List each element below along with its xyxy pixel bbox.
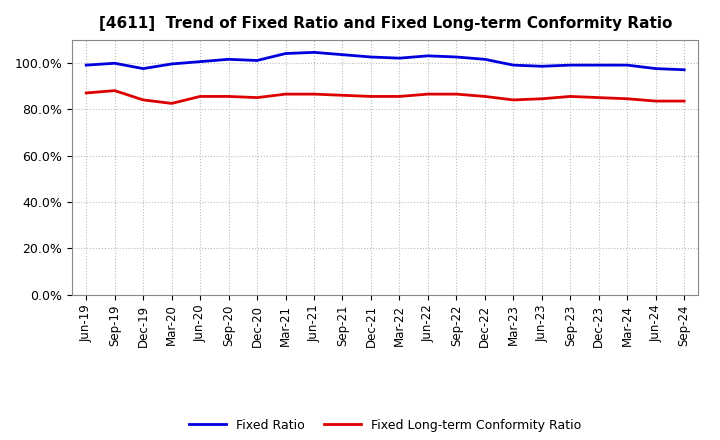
Fixed Long-term Conformity Ratio <box>623 96 631 101</box>
Fixed Ratio <box>452 55 461 60</box>
Fixed Long-term Conformity Ratio <box>282 92 290 97</box>
Fixed Long-term Conformity Ratio <box>139 97 148 103</box>
Fixed Ratio <box>537 64 546 69</box>
Title: [4611]  Trend of Fixed Ratio and Fixed Long-term Conformity Ratio: [4611] Trend of Fixed Ratio and Fixed Lo… <box>99 16 672 32</box>
Fixed Long-term Conformity Ratio <box>82 90 91 95</box>
Fixed Long-term Conformity Ratio <box>595 95 603 100</box>
Line: Fixed Ratio: Fixed Ratio <box>86 52 684 70</box>
Fixed Long-term Conformity Ratio <box>395 94 404 99</box>
Fixed Ratio <box>566 62 575 68</box>
Fixed Long-term Conformity Ratio <box>310 92 318 97</box>
Fixed Ratio <box>167 61 176 66</box>
Fixed Ratio <box>623 62 631 68</box>
Fixed Long-term Conformity Ratio <box>338 93 347 98</box>
Fixed Ratio <box>395 55 404 61</box>
Fixed Long-term Conformity Ratio <box>680 99 688 104</box>
Legend: Fixed Ratio, Fixed Long-term Conformity Ratio: Fixed Ratio, Fixed Long-term Conformity … <box>184 414 587 436</box>
Fixed Long-term Conformity Ratio <box>509 97 518 103</box>
Fixed Long-term Conformity Ratio <box>196 94 204 99</box>
Fixed Long-term Conformity Ratio <box>110 88 119 93</box>
Fixed Ratio <box>366 55 375 60</box>
Line: Fixed Long-term Conformity Ratio: Fixed Long-term Conformity Ratio <box>86 91 684 103</box>
Fixed Ratio <box>139 66 148 71</box>
Fixed Ratio <box>82 62 91 68</box>
Fixed Ratio <box>338 52 347 57</box>
Fixed Long-term Conformity Ratio <box>253 95 261 100</box>
Fixed Ratio <box>225 57 233 62</box>
Fixed Long-term Conformity Ratio <box>452 92 461 97</box>
Fixed Long-term Conformity Ratio <box>566 94 575 99</box>
Fixed Ratio <box>282 51 290 56</box>
Fixed Ratio <box>253 58 261 63</box>
Fixed Ratio <box>196 59 204 64</box>
Fixed Ratio <box>595 62 603 68</box>
Fixed Long-term Conformity Ratio <box>225 94 233 99</box>
Fixed Ratio <box>423 53 432 59</box>
Fixed Long-term Conformity Ratio <box>480 94 489 99</box>
Fixed Ratio <box>509 62 518 68</box>
Fixed Ratio <box>310 50 318 55</box>
Fixed Long-term Conformity Ratio <box>537 96 546 101</box>
Fixed Long-term Conformity Ratio <box>167 101 176 106</box>
Fixed Ratio <box>680 67 688 73</box>
Fixed Long-term Conformity Ratio <box>366 94 375 99</box>
Fixed Ratio <box>480 57 489 62</box>
Fixed Long-term Conformity Ratio <box>423 92 432 97</box>
Fixed Ratio <box>110 61 119 66</box>
Fixed Long-term Conformity Ratio <box>652 99 660 104</box>
Fixed Ratio <box>652 66 660 71</box>
